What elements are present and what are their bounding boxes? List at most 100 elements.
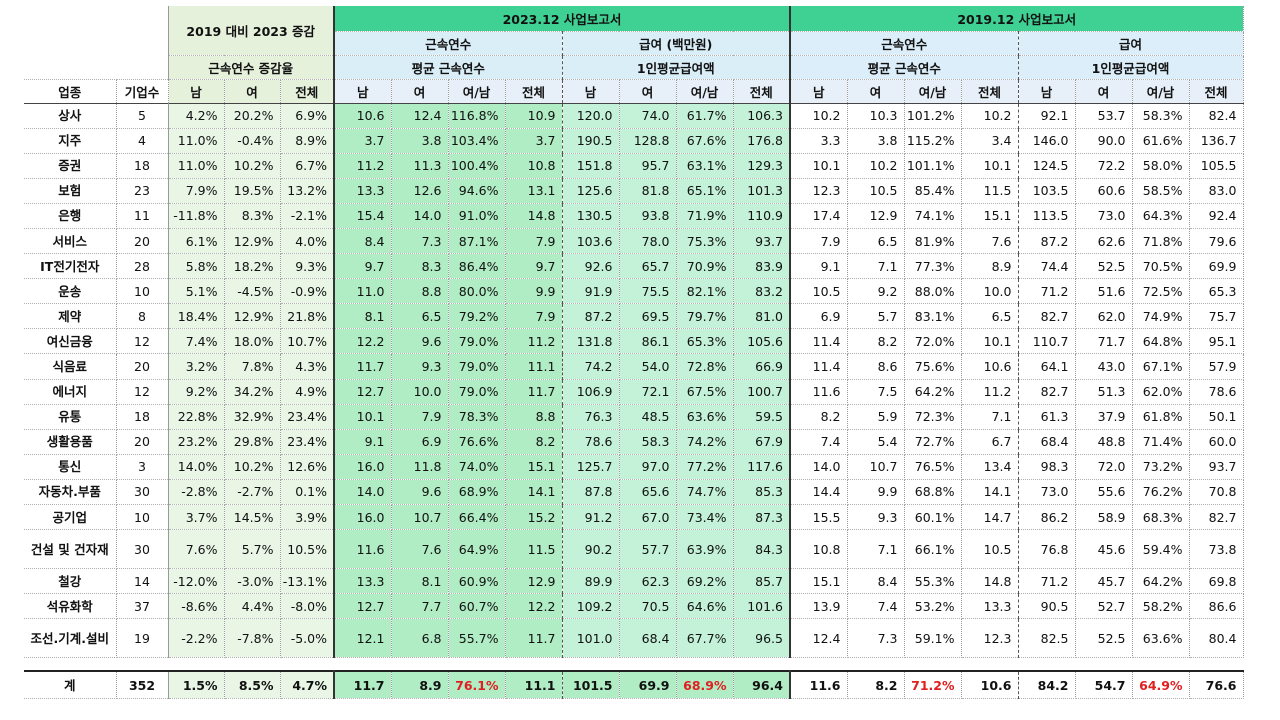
pay-2019-female: 53.7 bbox=[1075, 103, 1133, 129]
tenure-2023-male: 12.7 bbox=[334, 593, 392, 620]
growth-female: -0.4% bbox=[224, 128, 281, 154]
growth-sub: 근속연수 증감율 bbox=[168, 55, 335, 80]
growth-female: 14.5% bbox=[224, 504, 281, 531]
pay-2019-ratio: 58.5% bbox=[1132, 178, 1190, 204]
pay-2023-female: 75.5 bbox=[619, 278, 677, 305]
tenure-2023-ratio: 116.8% bbox=[448, 103, 506, 129]
pay-2023-male: 190.5 bbox=[562, 128, 620, 154]
pay-2019-female: 71.7 bbox=[1075, 328, 1133, 355]
tenure-2023-male: 8.1 bbox=[334, 303, 392, 330]
pay-2023-total: 84.3 bbox=[733, 529, 791, 570]
pay-2023-female: 58.3 bbox=[619, 429, 677, 455]
pay-2019-total: 65.3 bbox=[1189, 278, 1244, 305]
pay-2023-female: 93.8 bbox=[619, 203, 677, 229]
pay-2023-ratio: 74.2% bbox=[676, 429, 734, 455]
total-label: 계 bbox=[24, 670, 117, 699]
table-row: 서비스 20 6.1% 12.9% 4.0% 8.4 7.3 87.1% 7.9 103.6 78.… bbox=[24, 228, 1244, 255]
table-row: 생활용품 20 23.2% 29.8% 23.4% 9.1 6.9 76.6% 8.2 78.6 5… bbox=[24, 429, 1244, 455]
total-pay-2023-ratio: 68.9% bbox=[676, 670, 734, 699]
tenure-sub-2019: 평균 근속연수 bbox=[790, 55, 1019, 80]
tenure-2019-ratio: 59.1% bbox=[904, 618, 962, 659]
pay-2019-male: 87.2 bbox=[1018, 228, 1076, 255]
tenure-2023-total: 15.1 bbox=[505, 454, 563, 480]
tenure-2023-ratio: 64.9% bbox=[448, 529, 506, 570]
table-row: 증권 18 11.0% 10.2% 6.7% 11.2 11.3 100.4% 10.8 151.… bbox=[24, 153, 1244, 179]
pay-2023-total: 110.9 bbox=[733, 203, 791, 229]
growth-female: 18.2% bbox=[224, 253, 281, 280]
pay-2023-female: 95.7 bbox=[619, 153, 677, 179]
pay-2019-total: 82.7 bbox=[1189, 504, 1244, 531]
total-tenure-2023-female: 8.9 bbox=[391, 670, 449, 699]
pay-2019-male: 68.4 bbox=[1018, 429, 1076, 455]
col-p23-total: 전체 bbox=[733, 79, 791, 104]
tenure-2023-female: 6.8 bbox=[391, 618, 449, 659]
total-tenure-2019-ratio: 71.2% bbox=[904, 670, 962, 699]
pay-2019-female: 52.5 bbox=[1075, 253, 1133, 280]
tenure-2019-female: 5.7 bbox=[847, 303, 905, 330]
pay-2019-ratio: 59.4% bbox=[1132, 529, 1190, 570]
row-industry: 조선.기계.설비 bbox=[24, 618, 117, 659]
tenure-2019-female: 8.4 bbox=[847, 568, 905, 595]
tenure-2023-ratio: 66.4% bbox=[448, 504, 506, 531]
tenure-2019-ratio: 85.4% bbox=[904, 178, 962, 204]
total-pay-2023-male: 101.5 bbox=[562, 670, 620, 699]
tenure-2023-total: 11.7 bbox=[505, 618, 563, 659]
table-row: 통신 3 14.0% 10.2% 12.6% 16.0 11.8 74.0% 15.1 125.7… bbox=[24, 454, 1244, 480]
pay-label-2019: 급여 bbox=[1018, 31, 1244, 56]
growth-female: 19.5% bbox=[224, 178, 281, 204]
pay-2019-male: 92.1 bbox=[1018, 103, 1076, 129]
total-pay-2019-ratio: 64.9% bbox=[1132, 670, 1190, 699]
tenure-2019-total: 3.4 bbox=[961, 128, 1019, 154]
pay-2023-ratio: 72.8% bbox=[676, 353, 734, 380]
growth-female: -3.0% bbox=[224, 568, 281, 595]
growth-female: 12.9% bbox=[224, 303, 281, 330]
row-industry: 유통 bbox=[24, 404, 117, 430]
tenure-2023-total: 11.5 bbox=[505, 529, 563, 570]
tenure-2019-male: 11.4 bbox=[790, 353, 848, 380]
table-row: 조선.기계.설비 19 -2.2% -7.8% -5.0% 12.1 6.8 55.7% 11.… bbox=[24, 618, 1244, 659]
tenure-2019-total: 7.1 bbox=[961, 404, 1019, 430]
growth-female: 8.3% bbox=[224, 203, 281, 229]
tenure-2019-female: 8.6 bbox=[847, 353, 905, 380]
tenure-2019-ratio: 60.1% bbox=[904, 504, 962, 531]
row-industry: 서비스 bbox=[24, 228, 117, 255]
pay-2023-ratio: 71.9% bbox=[676, 203, 734, 229]
row-company-count: 30 bbox=[116, 529, 169, 570]
pay-2019-total: 83.0 bbox=[1189, 178, 1244, 204]
pay-2023-total: 100.7 bbox=[733, 379, 791, 405]
pay-2019-total: 70.8 bbox=[1189, 479, 1244, 506]
pay-2019-female: 72.2 bbox=[1075, 153, 1133, 179]
pay-2019-ratio: 71.4% bbox=[1132, 429, 1190, 455]
pay-2023-total: 67.9 bbox=[733, 429, 791, 455]
row-company-count: 37 bbox=[116, 593, 169, 620]
total-company-count: 352 bbox=[116, 670, 169, 699]
pay-2023-ratio: 67.5% bbox=[676, 379, 734, 405]
table-row: 철강 14 -12.0% -3.0% -13.1% 13.3 8.1 60.9% 12.9 89.… bbox=[24, 568, 1244, 595]
pay-2023-total: 101.3 bbox=[733, 178, 791, 204]
growth-male: -11.8% bbox=[168, 203, 225, 229]
tenure-2023-female: 8.1 bbox=[391, 568, 449, 595]
tenure-2019-male: 7.9 bbox=[790, 228, 848, 255]
pay-2019-ratio: 61.6% bbox=[1132, 128, 1190, 154]
growth-male: -2.8% bbox=[168, 479, 225, 506]
pay-2019-male: 76.8 bbox=[1018, 529, 1076, 570]
growth-male: 22.8% bbox=[168, 404, 225, 430]
growth-female: 10.2% bbox=[224, 153, 281, 179]
pay-sub-2023: 1인평균급여액 bbox=[562, 55, 791, 80]
pay-2019-male: 98.3 bbox=[1018, 454, 1076, 480]
pay-2019-female: 62.6 bbox=[1075, 228, 1133, 255]
tenure-2023-male: 11.0 bbox=[334, 278, 392, 305]
growth-total: 4.0% bbox=[280, 228, 335, 255]
table-row: 제약 8 18.4% 12.9% 21.8% 8.1 6.5 79.2% 7.9 87.2 69.5… bbox=[24, 303, 1244, 330]
growth-male: 7.4% bbox=[168, 328, 225, 355]
spacer-row bbox=[24, 657, 1243, 672]
tenure-2019-female: 5.9 bbox=[847, 404, 905, 430]
tenure-2023-male: 12.7 bbox=[334, 379, 392, 405]
tenure-2019-total: 12.3 bbox=[961, 618, 1019, 659]
growth-total: -13.1% bbox=[280, 568, 335, 595]
col-p23-female: 여 bbox=[619, 79, 677, 104]
table-row: 여신금융 12 7.4% 18.0% 10.7% 12.2 9.6 79.0% 11.2 131.… bbox=[24, 328, 1244, 355]
col-t23-ratio: 여/남 bbox=[448, 79, 506, 104]
growth-total: 6.9% bbox=[280, 103, 335, 129]
pay-2023-male: 131.8 bbox=[562, 328, 620, 355]
